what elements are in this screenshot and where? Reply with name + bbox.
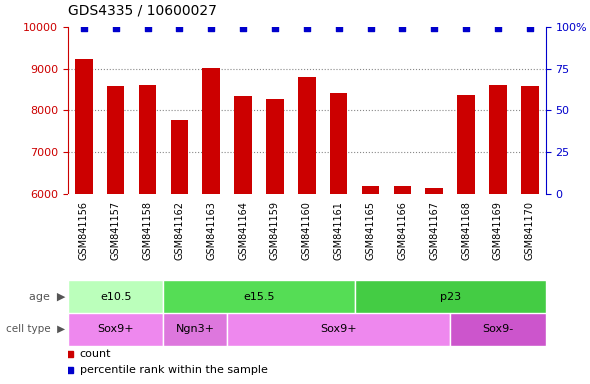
Text: GSM841157: GSM841157: [111, 201, 120, 260]
Text: GSM841168: GSM841168: [461, 201, 471, 260]
Bar: [68, 313, 163, 346]
Point: [175, 25, 184, 31]
Text: Sox9+: Sox9+: [320, 324, 357, 334]
Bar: [234, 96, 252, 194]
Bar: [298, 78, 316, 194]
Text: e15.5: e15.5: [243, 291, 275, 302]
Bar: [425, 189, 443, 194]
Text: Sox9+: Sox9+: [97, 324, 134, 334]
Text: GSM841164: GSM841164: [238, 201, 248, 260]
Bar: [450, 313, 546, 346]
Point: [206, 25, 216, 31]
Point: [302, 25, 312, 31]
Text: GSM841165: GSM841165: [366, 201, 375, 260]
Text: count: count: [80, 349, 112, 359]
Bar: [355, 280, 546, 313]
Text: GSM841163: GSM841163: [206, 201, 216, 260]
Text: GSM841167: GSM841167: [430, 201, 439, 260]
Bar: [362, 186, 379, 194]
Bar: [107, 86, 124, 194]
Point: [366, 25, 375, 31]
Point: [493, 25, 503, 31]
Point: [461, 25, 471, 31]
Bar: [330, 93, 348, 194]
Text: GSM841162: GSM841162: [175, 201, 184, 260]
Bar: [266, 99, 284, 194]
Text: GDS4335 / 10600027: GDS4335 / 10600027: [68, 3, 217, 17]
Bar: [68, 280, 163, 313]
Point: [398, 25, 407, 31]
Text: GSM841159: GSM841159: [270, 201, 280, 260]
Point: [430, 25, 439, 31]
Text: Ngn3+: Ngn3+: [176, 324, 215, 334]
Text: e10.5: e10.5: [100, 291, 132, 302]
Bar: [227, 313, 450, 346]
Text: GSM841161: GSM841161: [334, 201, 343, 260]
Bar: [75, 59, 93, 194]
Bar: [457, 94, 475, 194]
Text: GSM841156: GSM841156: [79, 201, 88, 260]
Point: [525, 25, 535, 31]
Text: age  ▶: age ▶: [28, 291, 65, 302]
Point: [79, 25, 88, 31]
Bar: [139, 85, 156, 194]
Point: [238, 25, 248, 31]
Text: cell type  ▶: cell type ▶: [6, 324, 65, 334]
Point: [143, 25, 152, 31]
Text: GSM841170: GSM841170: [525, 201, 535, 260]
Text: Sox9-: Sox9-: [483, 324, 513, 334]
Bar: [171, 119, 188, 194]
Bar: [521, 86, 539, 194]
Text: GSM841158: GSM841158: [143, 201, 152, 260]
Bar: [202, 68, 220, 194]
Text: GSM841169: GSM841169: [493, 201, 503, 260]
Point: [111, 25, 120, 31]
Text: p23: p23: [440, 291, 461, 302]
Text: GSM841166: GSM841166: [398, 201, 407, 260]
Point: [270, 25, 280, 31]
Text: percentile rank within the sample: percentile rank within the sample: [80, 364, 268, 374]
Text: GSM841160: GSM841160: [302, 201, 312, 260]
Bar: [163, 313, 227, 346]
Bar: [394, 186, 411, 194]
Bar: [489, 85, 507, 194]
Bar: [163, 280, 355, 313]
Point: [334, 25, 343, 31]
